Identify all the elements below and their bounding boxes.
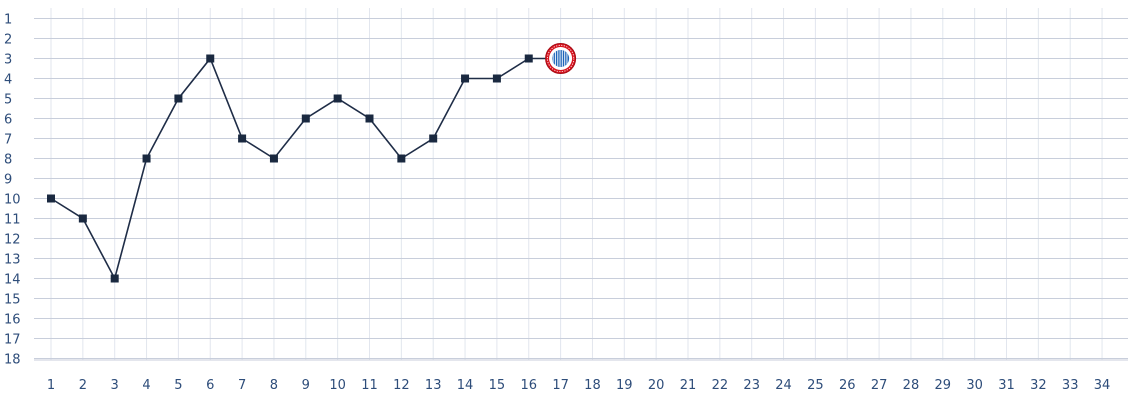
x-tick-label: 17	[552, 378, 569, 393]
x-tick-label: 8	[270, 378, 278, 393]
y-tick-label: 6	[4, 113, 12, 128]
x-tick-label: 25	[807, 378, 824, 393]
y-tick-label: 18	[4, 353, 21, 368]
x-tick-label: 24	[775, 378, 792, 393]
x-tick-label: 5	[174, 378, 182, 393]
x-tick-label: 14	[457, 378, 474, 393]
y-tick-label: 7	[4, 133, 12, 148]
x-tick-label: 12	[393, 378, 410, 393]
x-tick-label: 21	[680, 378, 697, 393]
y-tick-label: 15	[4, 293, 21, 308]
chart-grid	[34, 8, 1128, 361]
x-tick-label: 4	[142, 378, 150, 393]
x-tick-label: 13	[425, 378, 442, 393]
data-point	[47, 194, 55, 203]
y-tick-label: 3	[4, 53, 12, 68]
y-tick-label: 11	[4, 213, 21, 228]
x-tick-label: 9	[302, 378, 310, 393]
data-point	[365, 114, 374, 123]
x-tick-label: 16	[520, 378, 537, 393]
x-tick-label: 29	[935, 378, 952, 393]
data-point	[524, 54, 533, 63]
y-tick-label: 4	[4, 73, 12, 88]
x-axis-ticks: 1 2 3 4 5 6 7 8 9 10 11 12 13 14 15 16 17 18 19 20 21 22 23 24 2…	[47, 378, 1110, 393]
x-tick-label: 23	[743, 378, 760, 393]
x-tick-label: 30	[966, 378, 983, 393]
x-tick-label: 26	[839, 378, 856, 393]
data-point	[269, 154, 278, 163]
x-tick-label: 2	[79, 378, 87, 393]
x-tick-label: 34	[1094, 378, 1111, 393]
x-tick-label: 33	[1062, 378, 1079, 393]
data-point	[429, 134, 438, 143]
y-tick-label: 14	[4, 273, 21, 288]
data-point	[110, 274, 119, 283]
y-tick-label: 17	[4, 333, 21, 348]
data-point	[78, 214, 87, 223]
x-tick-label: 18	[584, 378, 601, 393]
data-point	[206, 54, 215, 63]
x-tick-label: 11	[361, 378, 378, 393]
y-tick-label: 9	[4, 173, 12, 188]
data-point	[174, 94, 183, 103]
data-point	[301, 114, 310, 123]
y-tick-label: 10	[4, 193, 21, 208]
x-tick-label: 3	[111, 378, 119, 393]
x-tick-label: 10	[329, 378, 346, 393]
club-crest-icon	[545, 43, 577, 74]
x-tick-label: 1	[47, 378, 55, 393]
data-point	[142, 154, 151, 163]
y-tick-label: 8	[4, 153, 12, 168]
data-point	[333, 94, 342, 103]
x-tick-label: 22	[712, 378, 729, 393]
y-tick-label: 5	[4, 93, 12, 108]
y-tick-label: 1	[4, 13, 12, 28]
x-tick-label: 28	[903, 378, 920, 393]
x-tick-label: 6	[206, 378, 214, 393]
y-tick-label: 2	[4, 33, 12, 48]
y-tick-label: 13	[4, 253, 21, 268]
x-tick-label: 15	[489, 378, 506, 393]
x-tick-label: 7	[238, 378, 246, 393]
data-point	[397, 154, 406, 163]
data-point	[461, 74, 470, 83]
series-line-group	[47, 54, 561, 283]
y-tick-label: 12	[4, 233, 21, 248]
y-tick-label: 16	[4, 313, 21, 328]
data-point	[238, 134, 247, 143]
x-tick-label: 32	[1030, 378, 1047, 393]
x-tick-label: 27	[871, 378, 888, 393]
x-tick-label: 31	[998, 378, 1015, 393]
x-tick-label: 19	[616, 378, 633, 393]
data-point	[492, 74, 501, 83]
x-tick-label: 20	[648, 378, 665, 393]
